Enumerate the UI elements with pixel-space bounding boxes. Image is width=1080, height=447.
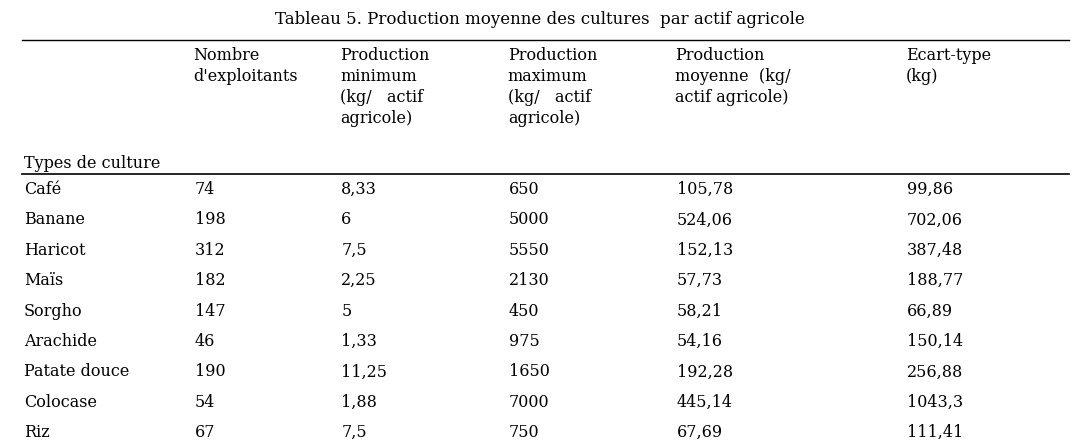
Text: Riz: Riz (24, 424, 50, 441)
Text: Nombre
d'exploitants: Nombre d'exploitants (193, 47, 298, 85)
Text: 256,88: 256,88 (907, 363, 963, 380)
Text: Maïs: Maïs (24, 272, 63, 289)
Text: 147: 147 (194, 303, 226, 320)
Text: 2130: 2130 (509, 272, 550, 289)
Text: 58,21: 58,21 (676, 303, 723, 320)
Text: Tableau 5. Production moyenne des cultures  par actif agricole: Tableau 5. Production moyenne des cultur… (275, 11, 815, 28)
Text: 7000: 7000 (509, 394, 550, 411)
Text: 66,89: 66,89 (907, 303, 954, 320)
Text: 5000: 5000 (509, 211, 550, 228)
Text: Banane: Banane (24, 211, 84, 228)
Text: 150,14: 150,14 (907, 333, 963, 350)
Text: Patate douce: Patate douce (24, 363, 130, 380)
Text: 445,14: 445,14 (676, 394, 732, 411)
Text: 1650: 1650 (509, 363, 550, 380)
Text: 198: 198 (194, 211, 226, 228)
Text: 99,86: 99,86 (907, 181, 954, 198)
Text: 312: 312 (194, 242, 226, 259)
Text: 11,25: 11,25 (341, 363, 388, 380)
Text: 1,33: 1,33 (341, 333, 377, 350)
Text: 152,13: 152,13 (676, 242, 732, 259)
Text: Haricot: Haricot (24, 242, 85, 259)
Text: 1043,3: 1043,3 (907, 394, 963, 411)
Text: Production
maximum
(kg/   actif
agricole): Production maximum (kg/ actif agricole) (508, 47, 597, 127)
Text: 975: 975 (509, 333, 540, 350)
Text: 450: 450 (509, 303, 539, 320)
Text: 105,78: 105,78 (676, 181, 732, 198)
Text: Production
minimum
(kg/   actif
agricole): Production minimum (kg/ actif agricole) (340, 47, 430, 127)
Text: Ecart-type
(kg): Ecart-type (kg) (906, 47, 991, 85)
Text: 67,69: 67,69 (676, 424, 723, 441)
Text: Production
moyenne  (kg/
actif agricole): Production moyenne (kg/ actif agricole) (675, 47, 791, 106)
Text: 188,77: 188,77 (907, 272, 963, 289)
Text: 67: 67 (194, 424, 215, 441)
Text: 702,06: 702,06 (907, 211, 963, 228)
Text: 7,5: 7,5 (341, 424, 367, 441)
Text: 7,5: 7,5 (341, 242, 367, 259)
Text: 54,16: 54,16 (676, 333, 723, 350)
Text: 192,28: 192,28 (676, 363, 732, 380)
Text: 74: 74 (194, 181, 215, 198)
Text: 5: 5 (341, 303, 351, 320)
Text: 182: 182 (194, 272, 226, 289)
Text: Types de culture: Types de culture (24, 155, 160, 172)
Text: 650: 650 (509, 181, 540, 198)
Text: 57,73: 57,73 (676, 272, 723, 289)
Text: Sorgho: Sorgho (24, 303, 82, 320)
Text: 2,25: 2,25 (341, 272, 377, 289)
Text: Colocase: Colocase (24, 394, 97, 411)
Text: 111,41: 111,41 (907, 424, 963, 441)
Text: 387,48: 387,48 (907, 242, 963, 259)
Text: 524,06: 524,06 (676, 211, 732, 228)
Text: 190: 190 (194, 363, 226, 380)
Text: 8,33: 8,33 (341, 181, 377, 198)
Text: 1,88: 1,88 (341, 394, 377, 411)
Text: 750: 750 (509, 424, 540, 441)
Text: 54: 54 (194, 394, 215, 411)
Text: 5550: 5550 (509, 242, 550, 259)
Text: 46: 46 (194, 333, 215, 350)
Text: Arachide: Arachide (24, 333, 97, 350)
Text: 6: 6 (341, 211, 351, 228)
Text: Café: Café (24, 181, 60, 198)
